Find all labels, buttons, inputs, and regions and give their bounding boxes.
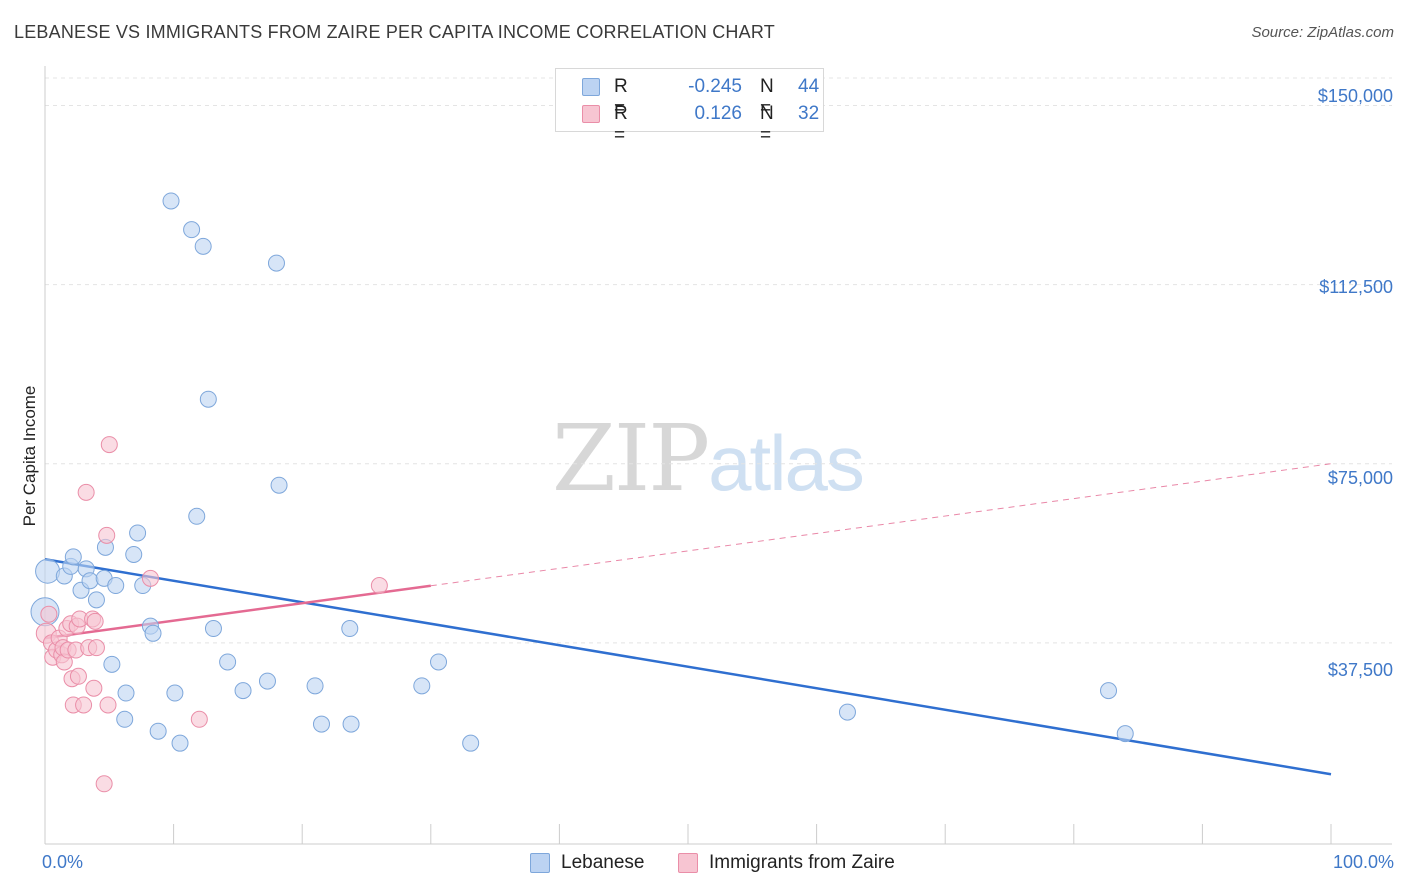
lebanese-point bbox=[194, 237, 212, 255]
y-tick-label-150000: $150,000 bbox=[1317, 86, 1393, 106]
lebanese-trend-line bbox=[44, 558, 1332, 776]
zaire-point bbox=[75, 696, 93, 714]
watermark-atlas: atlas bbox=[708, 419, 865, 507]
lebanese-point bbox=[103, 655, 121, 673]
source-label: Source: ZipAtlas.com bbox=[1251, 24, 1394, 41]
lebanese-point bbox=[116, 710, 134, 728]
y-tick-label-112500: $112,500 bbox=[1319, 277, 1393, 297]
lebanese-point bbox=[183, 221, 201, 239]
lebanese-point bbox=[35, 558, 61, 584]
lebanese-point bbox=[149, 722, 167, 740]
trend-lines bbox=[44, 463, 1332, 776]
zaire-point bbox=[85, 679, 103, 697]
zaire-trend-extension bbox=[430, 463, 1332, 587]
data-points bbox=[30, 192, 1134, 793]
x-tick-label-min: 0.0% bbox=[42, 852, 84, 872]
lebanese-point bbox=[270, 476, 288, 494]
lebanese-point bbox=[1100, 682, 1118, 700]
gridlines bbox=[45, 77, 1392, 644]
r-value: 0.126 bbox=[694, 103, 742, 124]
n-label: N = bbox=[760, 76, 774, 119]
zaire-point bbox=[69, 667, 87, 685]
axes bbox=[44, 66, 1392, 845]
lebanese-point bbox=[125, 545, 143, 563]
lebanese-point bbox=[144, 624, 162, 642]
n-value: 44 bbox=[798, 76, 820, 97]
chart-title: LEBANESE VS IMMIGRANTS FROM ZAIRE PER CA… bbox=[14, 22, 775, 42]
lebanese-point bbox=[117, 684, 135, 702]
lebanese-point bbox=[199, 390, 217, 408]
lebanese-point bbox=[234, 682, 252, 700]
lebanese-point bbox=[204, 620, 222, 638]
zaire-point bbox=[141, 569, 159, 587]
zaire-trend-line bbox=[44, 584, 431, 640]
r-label: R = bbox=[614, 76, 628, 119]
zaire-point bbox=[87, 639, 105, 657]
lebanese-point bbox=[81, 572, 99, 590]
lebanese-point bbox=[1116, 725, 1134, 743]
lebanese-point bbox=[87, 591, 105, 609]
n-label: N = bbox=[760, 103, 774, 146]
lebanese-point bbox=[188, 507, 206, 525]
lebanese-point bbox=[162, 192, 180, 210]
lebanese-point bbox=[166, 684, 184, 702]
lebanese-point bbox=[342, 715, 360, 733]
zaire-point bbox=[40, 605, 58, 623]
lebanese-point bbox=[341, 620, 359, 638]
y-tick-label-37500: $37,500 bbox=[1327, 660, 1393, 680]
r-label: R = bbox=[614, 103, 628, 146]
lebanese-legend-swatch bbox=[530, 853, 550, 873]
lebanese-point bbox=[462, 734, 480, 752]
n-value: 32 bbox=[798, 103, 820, 124]
zaire-swatch bbox=[582, 105, 600, 123]
x-tick-label-max: 100.0% bbox=[1332, 852, 1394, 872]
lebanese-point bbox=[838, 703, 856, 721]
zaire-point bbox=[86, 612, 104, 630]
zaire-point bbox=[99, 696, 117, 714]
lebanese-swatch bbox=[582, 78, 600, 96]
lebanese-point bbox=[258, 672, 276, 690]
correlation-legend: R = -0.245 N = 44 R = 0.126 N = 32 bbox=[555, 68, 824, 146]
lebanese-point bbox=[267, 254, 285, 272]
lebanese-point bbox=[306, 677, 324, 695]
watermark-zip: ZIP bbox=[552, 405, 710, 512]
zaire-point bbox=[98, 526, 116, 544]
zaire-legend-label: Immigrants from Zaire bbox=[709, 852, 895, 873]
lebanese-point bbox=[129, 524, 147, 542]
zaire-point bbox=[190, 710, 208, 728]
lebanese-point bbox=[107, 577, 125, 595]
zaire-point bbox=[95, 775, 113, 793]
lebanese-point bbox=[312, 715, 330, 733]
zaire-point bbox=[370, 577, 388, 595]
lebanese-point bbox=[430, 653, 448, 671]
zaire-point bbox=[100, 436, 118, 454]
y-tick-label-75000: $75,000 bbox=[1327, 468, 1393, 488]
lebanese-point bbox=[64, 548, 82, 566]
watermark: ZIPatlas bbox=[552, 405, 865, 512]
lebanese-point bbox=[219, 653, 237, 671]
lebanese-legend-label: Lebanese bbox=[561, 852, 645, 873]
zaire-point bbox=[77, 483, 95, 501]
zaire-legend-swatch bbox=[678, 853, 698, 873]
lebanese-point bbox=[413, 677, 431, 695]
lebanese-point bbox=[171, 734, 189, 752]
y-axis-label: Per Capita Income bbox=[20, 385, 39, 527]
r-value: -0.245 bbox=[688, 76, 742, 97]
